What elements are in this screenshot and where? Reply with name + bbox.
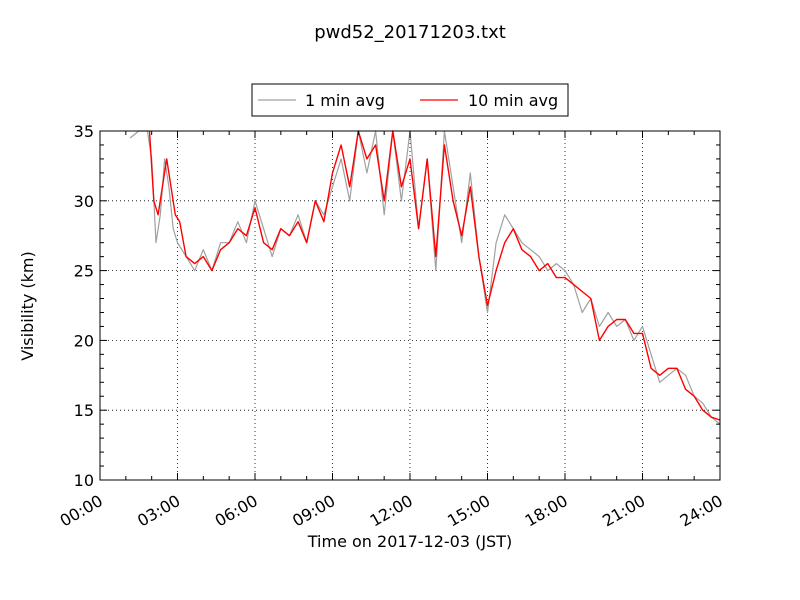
- y-tick-label: 30: [74, 192, 94, 211]
- legend-label-1min: 1 min avg: [305, 91, 385, 110]
- grid: [100, 131, 720, 480]
- y-tick-label: 35: [74, 122, 94, 141]
- x-tick-label: 12:00: [367, 491, 416, 531]
- x-axis-label: Time on 2017-12-03 (JST): [307, 532, 512, 551]
- legend-label-10min: 10 min avg: [468, 91, 558, 110]
- y-tick-label: 15: [74, 401, 94, 420]
- x-tick-label: 24:00: [677, 491, 726, 531]
- y-axis-label: Visibility (km): [18, 251, 37, 360]
- legend: 1 min avg 10 min avg: [251, 83, 569, 117]
- y-tick-label: 20: [74, 331, 94, 350]
- series-layer: [129, 130, 721, 425]
- y-tick-label: 10: [74, 471, 94, 490]
- axis-ticks: 00:00 03:00 06:00 09:00 12:00 15:00 18:00 21:00…: [57, 122, 726, 531]
- chart-title: pwd52_20171203.txt: [314, 22, 506, 43]
- x-tick-label: 18:00: [522, 491, 571, 531]
- x-tick-label: 21:00: [599, 491, 648, 531]
- x-tick-label: 00:00: [57, 491, 106, 531]
- x-tick-label: 09:00: [289, 491, 338, 531]
- y-tick-label: 25: [74, 262, 94, 281]
- x-tick-label: 06:00: [212, 491, 261, 531]
- x-tick-label: 15:00: [444, 491, 493, 531]
- x-tick-label: 03:00: [134, 491, 183, 531]
- series-line-10min: [148, 130, 721, 421]
